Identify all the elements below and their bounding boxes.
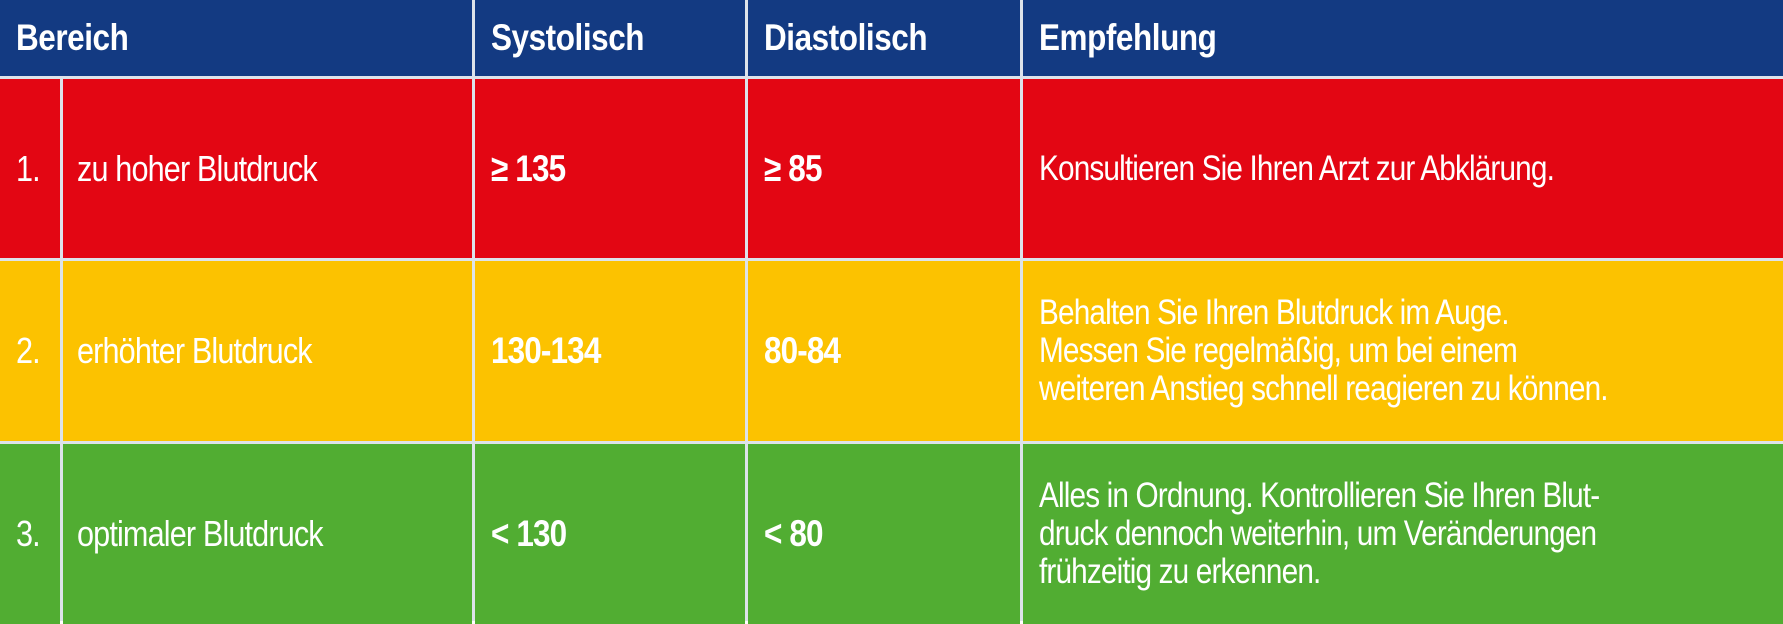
row-1-empfehlung: Konsultieren Sie Ihren Arzt zur Abklärun… [1023, 79, 1783, 258]
row-1-empfehlung-line: Konsultieren Sie Ihren Arzt zur Abklärun… [1039, 148, 1555, 188]
row-3-empfehlung-line: frühzeitig zu erkennen. [1039, 552, 1321, 591]
row-3-empfehlung-line: druck dennoch weiterhin, um Veränderunge… [1039, 514, 1597, 553]
header-systolisch: Systolisch [475, 0, 745, 76]
row-2-label: erhöhter Blutdruck [63, 261, 472, 441]
row-2-number: 2. [0, 261, 60, 441]
row-3-diastolisch: < 80 [748, 444, 1020, 624]
row-2-empfehlung: Behalten Sie Ihren Blutdruck im Auge. Me… [1023, 261, 1783, 441]
row-3-label: optimaler Blutdruck [63, 444, 472, 624]
row-2-diastolisch: 80-84 [748, 261, 1020, 441]
row-2-empfehlung-line: Messen Sie regelmäßig, um bei einem [1039, 331, 1518, 370]
header-empfehlung: Empfehlung [1023, 0, 1783, 76]
row-1-label: zu hoher Blutdruck [63, 79, 472, 258]
row-3-systolisch: < 130 [475, 444, 745, 624]
row-1-systolisch: ≥ 135 [475, 79, 745, 258]
row-1-number: 1. [0, 79, 60, 258]
row-3-empfehlung-line: Alles in Ordnung. Kontrollieren Sie Ihre… [1039, 476, 1600, 515]
row-3-empfehlung: Alles in Ordnung. Kontrollieren Sie Ihre… [1023, 444, 1783, 624]
row-2-systolisch: 130-134 [475, 261, 745, 441]
row-3-number: 3. [0, 444, 60, 624]
row-1-diastolisch: ≥ 85 [748, 79, 1020, 258]
header-bereich: Bereich [0, 0, 472, 76]
row-2-empfehlung-line: Behalten Sie Ihren Blutdruck im Auge. [1039, 293, 1509, 332]
row-2-empfehlung-line: weiteren Anstieg schnell reagieren zu kö… [1039, 369, 1609, 408]
header-diastolisch: Diastolisch [748, 0, 1020, 76]
